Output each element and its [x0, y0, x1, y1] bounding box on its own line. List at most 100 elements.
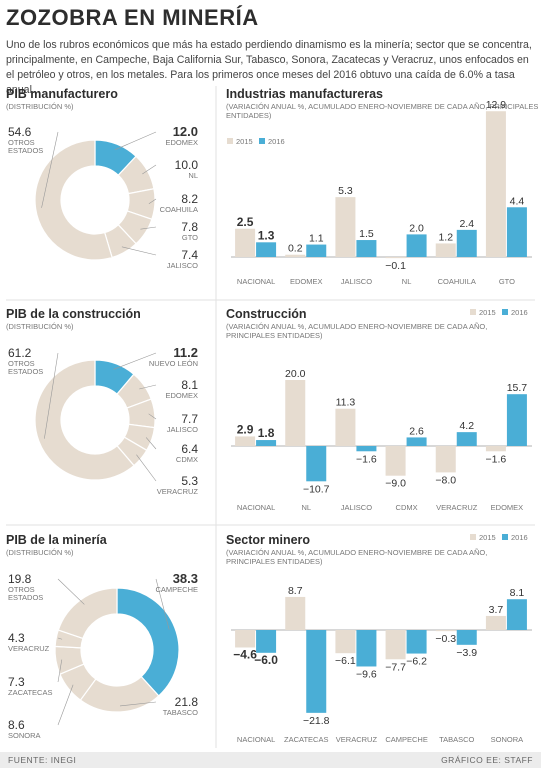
pie-leader-line — [145, 437, 157, 450]
pie-value-label: 10.0 — [175, 158, 199, 172]
pie-value-label: 12.0 — [173, 124, 198, 139]
bar-value-label: −3.9 — [456, 647, 477, 659]
pie-title: PIB manufacturero — [6, 87, 118, 101]
legend-label: 2016 — [268, 137, 285, 146]
pie-category-label: OTROS — [8, 585, 35, 594]
bar-2015 — [485, 615, 506, 630]
legend-swatch — [259, 138, 265, 144]
pie-leader-line — [57, 684, 74, 726]
bar-2016 — [406, 437, 427, 446]
bar-value-label: −6.2 — [406, 656, 427, 668]
pie-value-label: 7.3 — [8, 675, 25, 689]
bar-2016 — [406, 234, 427, 257]
bar-2016 — [406, 630, 427, 654]
bar-2015 — [435, 446, 456, 473]
bar-category-label: GTO — [499, 277, 515, 286]
bar-2016 — [356, 240, 377, 257]
bar-2016 — [506, 599, 527, 630]
pie-leader-line — [155, 578, 170, 630]
pie-category-label: EDOMEX — [165, 391, 198, 400]
bar-value-label: 1.5 — [359, 228, 374, 240]
page-title: ZOZOBRA EN MINERÍA — [6, 5, 259, 30]
pie-category-label: VERACRUZ — [8, 644, 50, 653]
bar-value-label: −6.0 — [254, 653, 278, 667]
pie-leader-line — [57, 637, 63, 640]
pie-category-label: ESTADOS — [8, 593, 43, 602]
legend-label: 2016 — [511, 308, 528, 317]
pie-value-label: 11.2 — [173, 345, 198, 360]
bar-category-label: TABASCO — [439, 735, 474, 744]
legend-swatch — [502, 534, 508, 540]
pie-leader-line — [114, 131, 157, 151]
bar-2016 — [356, 446, 377, 452]
bar-chart-subtitle: (VARIACIÓN ANUAL %, ACUMULADO ENERO-NOVI… — [226, 102, 538, 111]
pie-leader-line — [44, 352, 59, 439]
bar-value-label: −8.0 — [435, 474, 456, 486]
bar-value-label: −1.6 — [486, 453, 507, 465]
bar-chart-title: Industrias manufactureras — [226, 87, 383, 101]
pie-leader-line — [140, 226, 157, 230]
legend-swatch — [502, 309, 508, 315]
pie-category-label: VERACRUZ — [157, 487, 199, 496]
bar-2016 — [506, 207, 527, 257]
pie-category-label: OTROS — [8, 138, 35, 147]
bar-2015 — [335, 197, 356, 257]
pie-value-label: 8.1 — [181, 378, 198, 392]
bar-2016 — [256, 630, 277, 653]
pie-leader-line — [136, 454, 157, 482]
bar-value-label: 0.2 — [288, 243, 303, 255]
pie-category-label: OTROS — [8, 359, 35, 368]
bar-value-label: 2.9 — [237, 422, 254, 436]
source-note: FUENTE: INEGI — [8, 755, 77, 765]
bar-value-label: 1.1 — [309, 233, 324, 245]
bar-value-label: 2.6 — [409, 425, 424, 437]
bar-value-label: 1.3 — [258, 228, 275, 242]
bar-2016 — [256, 242, 277, 257]
bar-category-label: NACIONAL — [237, 277, 275, 286]
pie-value-label: 19.8 — [8, 572, 32, 586]
pie-leader-line — [142, 164, 157, 175]
pie-leader-line — [113, 352, 157, 370]
bar-category-label: CDMX — [396, 503, 418, 512]
bar-2016 — [456, 229, 477, 257]
pie-value-label: 54.6 — [8, 125, 32, 139]
bar-value-label: −9.0 — [385, 478, 406, 490]
bar-2015 — [385, 257, 406, 259]
pie-leader-line — [57, 659, 63, 683]
pie-value-label: 6.4 — [181, 442, 198, 456]
bar-value-label: 2.4 — [459, 218, 474, 230]
bar-value-label: 4.2 — [459, 420, 474, 432]
pie-value-label: 21.8 — [175, 695, 199, 709]
legend-label: 2015 — [479, 308, 496, 317]
bar-2015 — [235, 436, 256, 446]
bar-value-label: 2.0 — [409, 222, 424, 234]
pie-category-label: SONORA — [8, 731, 41, 740]
bar-category-label: JALISCO — [341, 277, 372, 286]
bar-value-label: −0.3 — [435, 633, 456, 645]
bar-value-label: −9.6 — [356, 668, 377, 680]
legend-swatch — [470, 309, 476, 315]
bar-2015 — [235, 630, 256, 648]
bar-2016 — [306, 446, 327, 482]
bar-value-label: 8.1 — [510, 587, 525, 599]
pie-slice — [57, 587, 118, 640]
bar-2015 — [335, 408, 356, 446]
bar-value-label: 1.2 — [438, 231, 453, 243]
bar-value-label: 1.8 — [258, 426, 275, 440]
bar-2015 — [335, 630, 356, 654]
pie-leader-line — [139, 384, 157, 390]
pie-category-label: NL — [188, 171, 198, 180]
legend-label: 2015 — [236, 137, 253, 146]
legend-label: 2015 — [479, 533, 496, 542]
bar-value-label: −6.1 — [335, 655, 356, 667]
intro-paragraph: Uno de los rubros económicos que más ha … — [6, 39, 532, 96]
bar-2016 — [456, 432, 477, 446]
bar-2015 — [285, 596, 306, 630]
bar-chart-title: Construcción — [226, 307, 307, 321]
bar-value-label: 2.5 — [237, 215, 254, 229]
pie-value-label: 61.2 — [8, 346, 32, 360]
pie-leader-line — [57, 578, 85, 605]
bar-category-label: JALISCO — [341, 503, 372, 512]
bar-value-label: 5.3 — [338, 185, 353, 197]
